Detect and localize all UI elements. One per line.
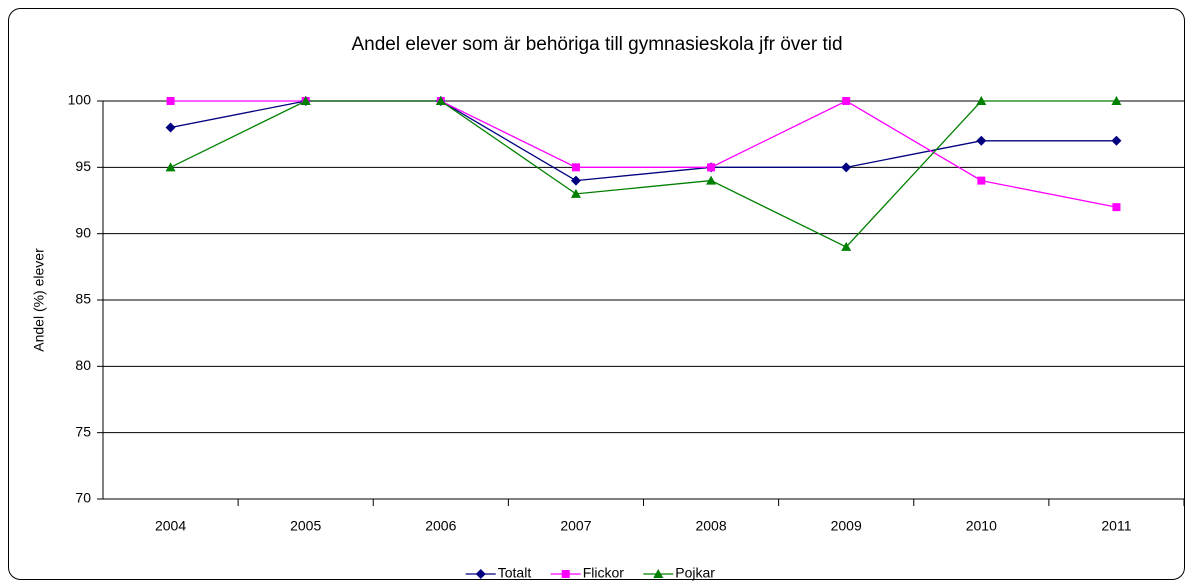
y-tick-label: 90 <box>75 224 91 240</box>
data-point <box>841 162 852 173</box>
data-point <box>1112 203 1121 212</box>
data-point <box>165 162 176 172</box>
data-point <box>570 188 581 198</box>
data-point <box>1111 135 1122 146</box>
data-point <box>1111 96 1122 105</box>
legend-marker <box>475 569 486 579</box>
data-point <box>706 175 717 185</box>
data-point <box>435 96 446 105</box>
x-tick-label: 2009 <box>831 518 862 534</box>
legend-marker <box>561 570 570 578</box>
y-tick-label: 100 <box>68 92 92 108</box>
data-point <box>166 97 175 105</box>
data-point <box>707 163 716 172</box>
data-point <box>571 163 580 172</box>
x-tick-label: 2011 <box>1101 518 1131 534</box>
data-point <box>570 175 581 186</box>
series-line <box>170 100 1117 248</box>
legend-label: Pojkar <box>675 565 715 581</box>
y-tick-label: 70 <box>75 490 91 506</box>
x-tick-label: 2008 <box>695 518 726 534</box>
x-tick-label: 2004 <box>155 518 186 534</box>
data-point <box>976 135 987 146</box>
x-tick-label: 2006 <box>425 518 456 534</box>
data-point <box>977 176 986 185</box>
y-tick-label: 85 <box>75 291 91 307</box>
x-tick-label: 2005 <box>290 518 321 534</box>
y-tick-label: 95 <box>75 158 91 174</box>
y-axis-label: Andel (%) elever <box>31 248 47 352</box>
legend-label: Flickor <box>583 565 625 581</box>
x-tick-label: 2007 <box>560 518 591 534</box>
data-point <box>165 122 176 133</box>
data-point <box>976 96 987 105</box>
y-tick-label: 80 <box>75 357 91 373</box>
chart-border <box>8 8 1185 580</box>
legend-label: Totalt <box>498 565 532 581</box>
y-tick-label: 75 <box>75 423 91 439</box>
x-tick-label: 2010 <box>966 518 997 534</box>
legend-marker <box>653 569 664 578</box>
data-point <box>300 96 311 105</box>
data-point <box>842 97 851 105</box>
data-point <box>841 241 852 251</box>
chart-title: Andel elever som är behöriga till gymnas… <box>351 34 842 55</box>
